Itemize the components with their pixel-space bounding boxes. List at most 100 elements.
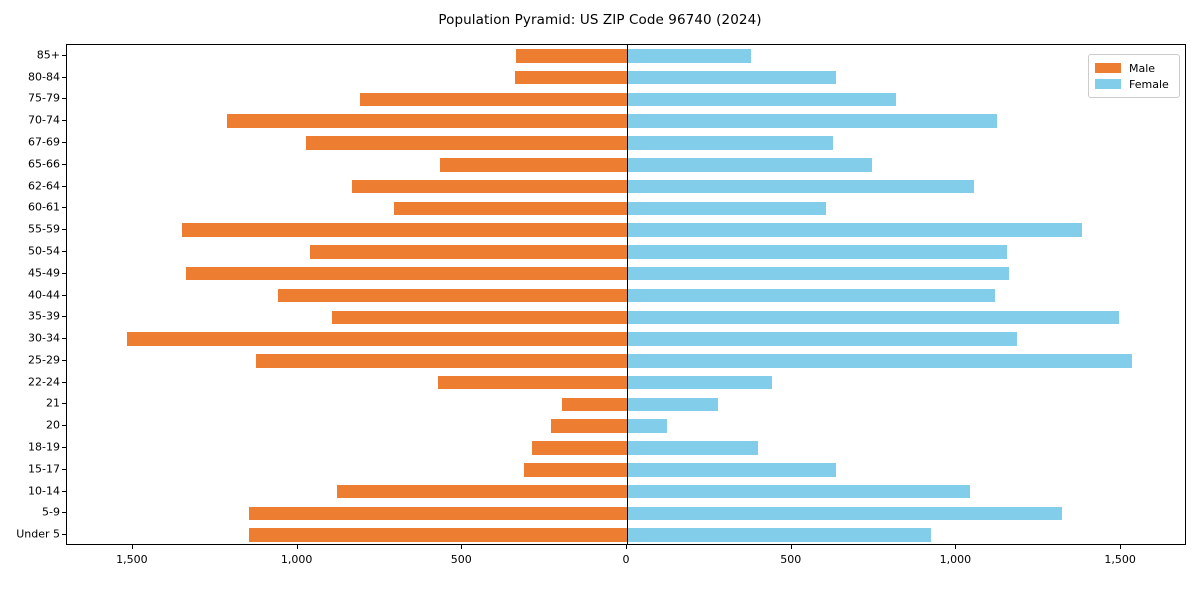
x-axis-tick-label: 1,000 xyxy=(939,553,972,566)
bar-female[interactable] xyxy=(627,332,1018,346)
zero-axis-line xyxy=(627,45,628,544)
y-axis-tick-label: 18-19 xyxy=(28,440,60,454)
pyramid-row xyxy=(67,375,1185,390)
x-axis-ticks: 1,500 1,000 500 0 500 1,000 1,500 xyxy=(66,545,1186,585)
bar-male[interactable] xyxy=(360,92,627,107)
chart-legend: Male Female xyxy=(1088,54,1180,98)
pyramid-row xyxy=(67,70,1185,85)
x-axis-tick-mark xyxy=(790,545,792,549)
y-axis-tick-label: 85+ xyxy=(36,48,60,62)
y-axis-ticks xyxy=(0,44,66,545)
y-axis-tick-label: 67-69 xyxy=(28,135,60,149)
bar-male[interactable] xyxy=(331,310,627,325)
bar-female[interactable] xyxy=(627,288,995,303)
legend-label-female: Female xyxy=(1129,77,1169,91)
bar-male[interactable] xyxy=(516,49,627,63)
y-axis-tick-mark xyxy=(62,54,66,56)
pyramid-row xyxy=(67,158,1185,172)
bar-male[interactable] xyxy=(248,506,627,521)
y-axis-tick-mark xyxy=(62,163,66,165)
legend-entry-female[interactable]: Female xyxy=(1095,76,1173,92)
bar-female[interactable] xyxy=(627,484,970,499)
y-axis-tick-label: 70-74 xyxy=(28,113,60,127)
pyramid-row xyxy=(67,266,1185,281)
bar-male[interactable] xyxy=(561,397,627,412)
bar-female[interactable] xyxy=(627,245,1008,259)
bar-female[interactable] xyxy=(627,354,1132,368)
pyramid-row xyxy=(67,288,1185,303)
y-axis-tick-label: 21 xyxy=(46,396,60,410)
bar-female[interactable] xyxy=(627,375,773,390)
y-axis-tick-label: 35-39 xyxy=(28,309,60,323)
bar-male[interactable] xyxy=(226,114,627,128)
bar-female[interactable] xyxy=(627,506,1062,521)
bar-male[interactable] xyxy=(440,158,627,172)
bar-female[interactable] xyxy=(627,397,718,412)
bar-male[interactable] xyxy=(278,288,627,303)
y-axis-tick-mark xyxy=(62,490,66,492)
chart-title: Population Pyramid: US ZIP Code 96740 (2… xyxy=(438,12,762,28)
bar-male[interactable] xyxy=(532,441,627,455)
bar-male[interactable] xyxy=(438,375,627,390)
pyramid-row xyxy=(67,506,1185,521)
y-axis-tick-label: 45-49 xyxy=(28,266,60,280)
pyramid-row xyxy=(67,419,1185,433)
bar-male[interactable] xyxy=(186,266,627,281)
x-axis-tick-mark xyxy=(461,545,463,549)
legend-label-male: Male xyxy=(1129,61,1156,75)
bar-female[interactable] xyxy=(627,179,974,194)
bar-male[interactable] xyxy=(126,332,627,346)
pyramid-row xyxy=(67,49,1185,63)
x-axis-tick-mark xyxy=(296,545,298,549)
y-axis-tick-mark xyxy=(62,359,66,361)
bar-male[interactable] xyxy=(309,245,627,259)
x-axis-tick-label: 1,000 xyxy=(280,553,313,566)
bar-female[interactable] xyxy=(627,266,1010,281)
legend-entry-male[interactable]: Male xyxy=(1095,60,1173,76)
bar-male[interactable] xyxy=(393,201,627,216)
y-axis-tick-label: 62-64 xyxy=(28,179,60,193)
y-axis-tick-mark xyxy=(62,534,66,536)
y-axis-tick-label: 65-66 xyxy=(28,157,60,171)
legend-swatch-male xyxy=(1095,63,1121,73)
y-axis-tick-mark xyxy=(62,381,66,383)
y-axis-tick-mark xyxy=(62,425,66,427)
bar-female[interactable] xyxy=(627,441,759,455)
bar-female[interactable] xyxy=(627,158,873,172)
y-axis-tick-label: 15-17 xyxy=(28,462,60,476)
bar-male[interactable] xyxy=(524,463,627,477)
bar-female[interactable] xyxy=(627,223,1082,237)
bar-male[interactable] xyxy=(305,136,627,150)
bar-female[interactable] xyxy=(627,70,836,85)
bar-female[interactable] xyxy=(627,92,896,107)
bar-male[interactable] xyxy=(550,419,627,433)
bar-female[interactable] xyxy=(627,136,833,150)
pyramid-row xyxy=(67,354,1185,368)
bar-male[interactable] xyxy=(249,528,627,542)
bar-female[interactable] xyxy=(627,463,836,477)
bar-female[interactable] xyxy=(627,201,826,216)
x-axis-tick-label: 1,500 xyxy=(1104,553,1136,566)
x-axis-tick-label: 500 xyxy=(450,553,472,566)
pyramid-row xyxy=(67,136,1185,150)
bar-female[interactable] xyxy=(627,49,751,63)
bar-male[interactable] xyxy=(182,223,627,237)
bar-male[interactable] xyxy=(256,354,627,368)
pyramid-row xyxy=(67,223,1185,237)
pyramid-row xyxy=(67,245,1185,259)
bar-female[interactable] xyxy=(627,528,932,542)
x-axis-tick-mark xyxy=(626,545,627,549)
bar-male[interactable] xyxy=(352,179,627,194)
bar-male[interactable] xyxy=(515,70,627,85)
y-axis-tick-mark xyxy=(62,338,66,340)
bar-female[interactable] xyxy=(627,310,1120,325)
x-axis-tick-label: 1,500 xyxy=(116,553,148,566)
bar-female[interactable] xyxy=(627,419,667,433)
y-axis-tick-label: 40-44 xyxy=(28,288,60,301)
pyramid-row xyxy=(67,397,1185,412)
y-axis-tick-label: 20 xyxy=(46,418,60,432)
y-axis-tick-mark xyxy=(62,207,66,209)
bars-layer xyxy=(67,45,1185,544)
bar-female[interactable] xyxy=(627,114,997,128)
bar-male[interactable] xyxy=(337,484,627,499)
